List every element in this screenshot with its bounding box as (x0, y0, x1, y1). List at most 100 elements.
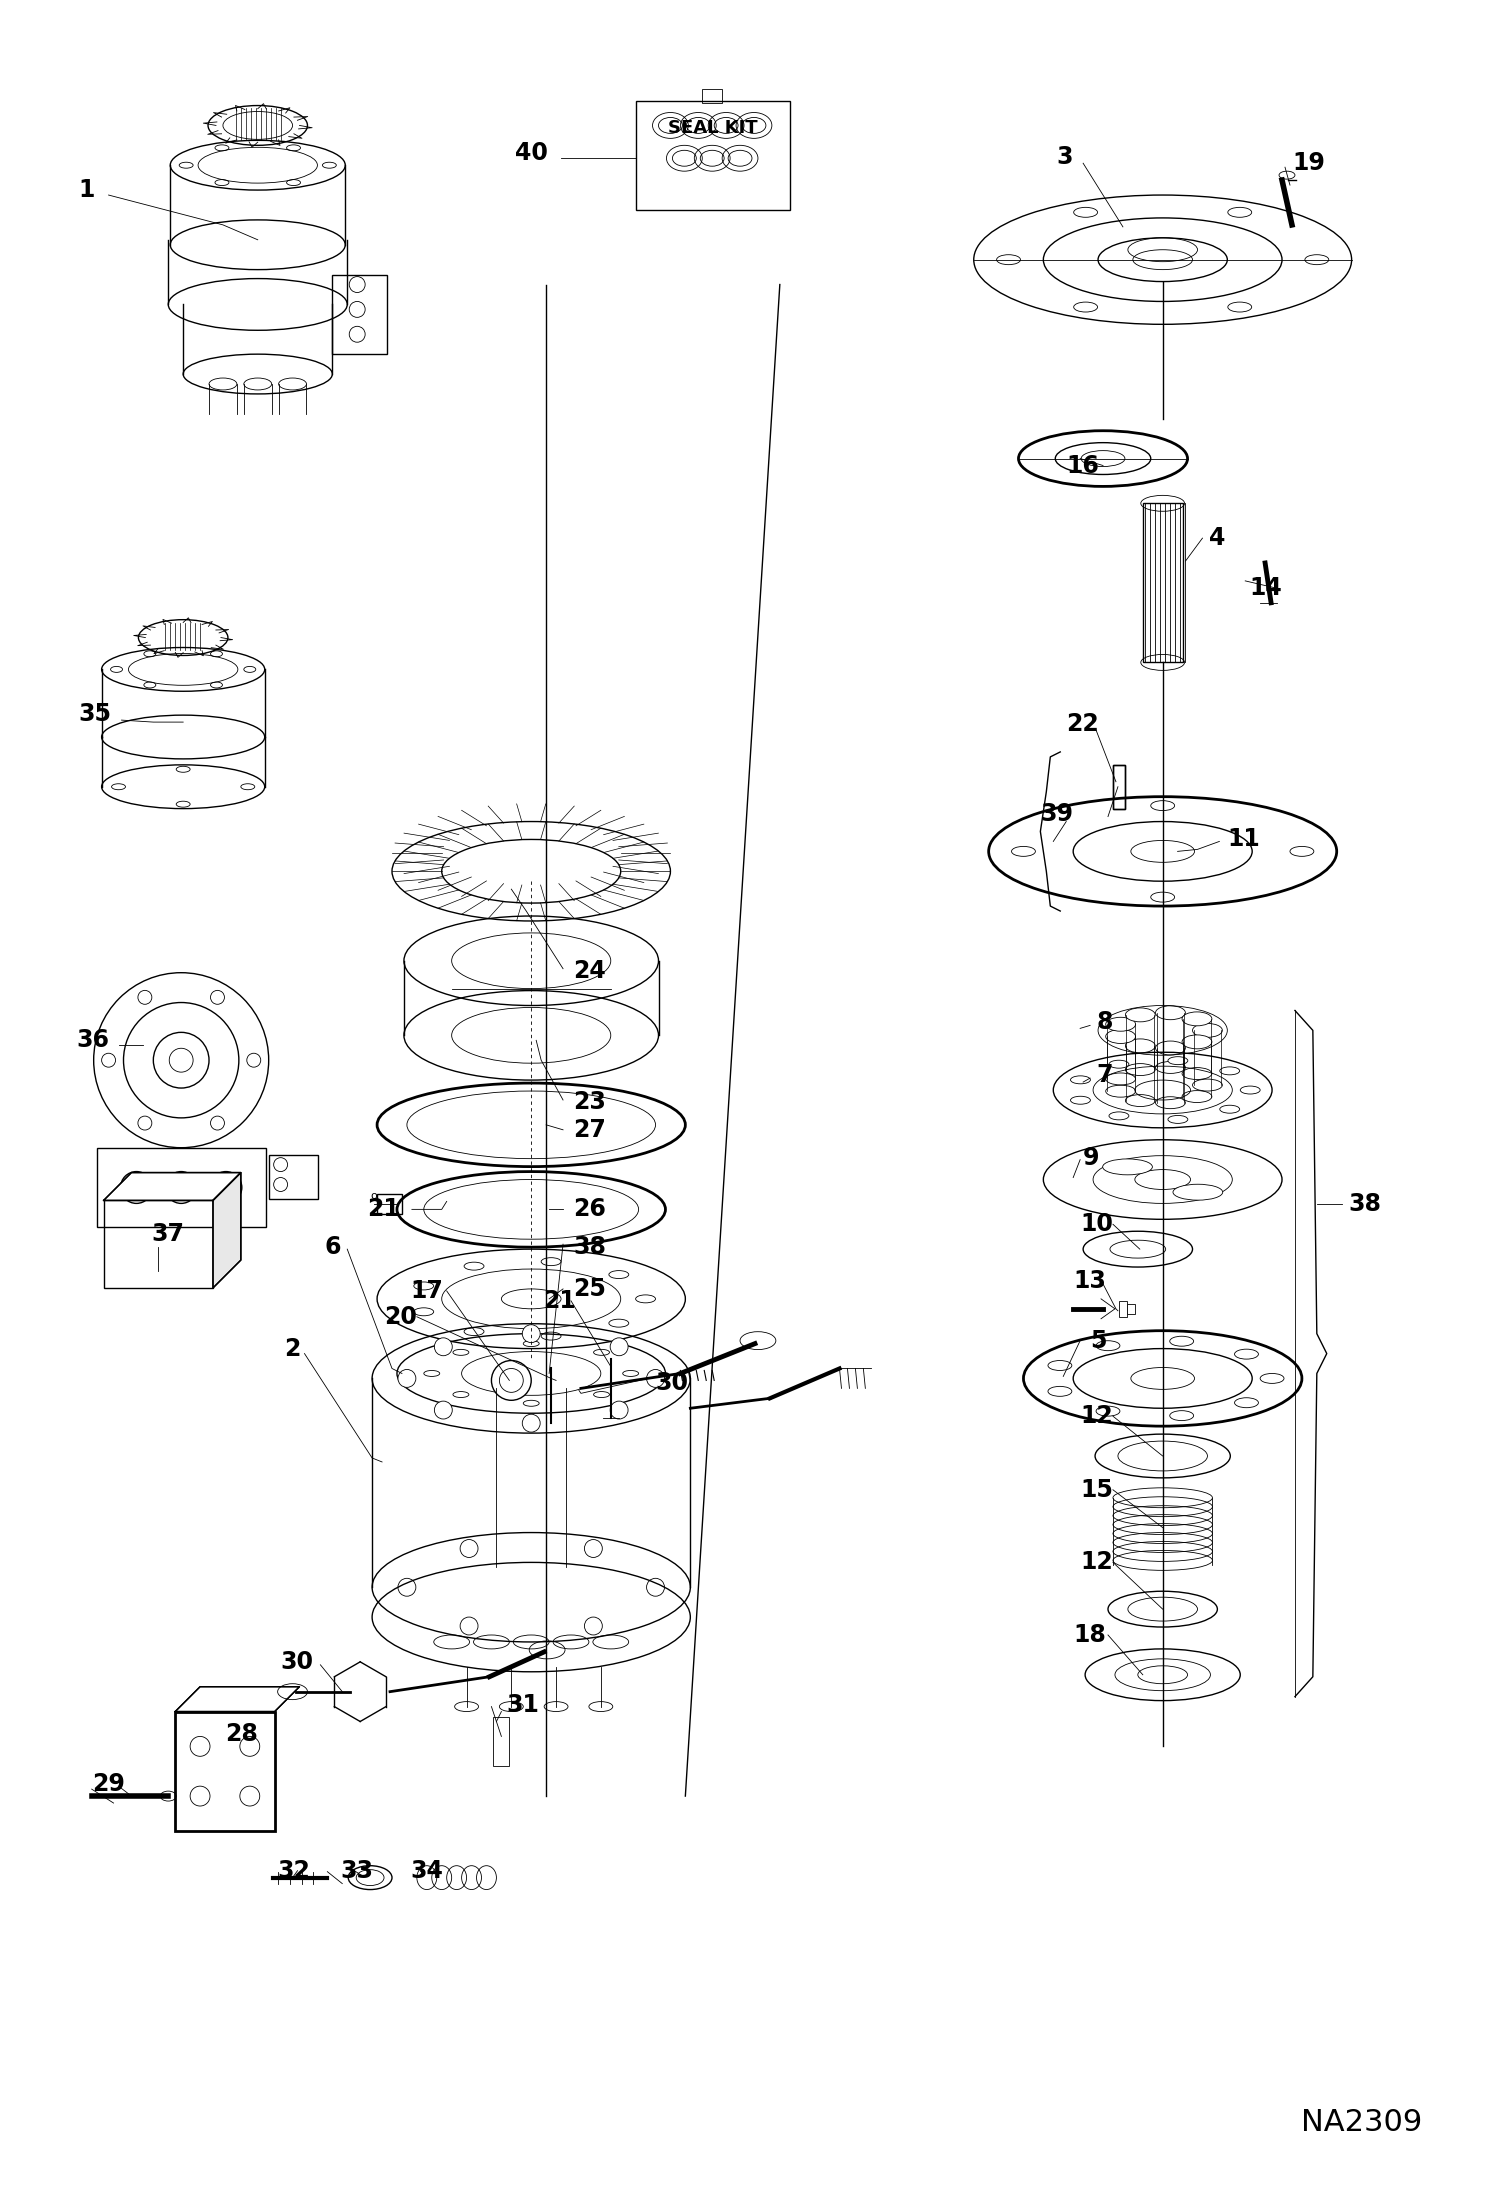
Circle shape (211, 991, 225, 1004)
Text: 26: 26 (572, 1197, 605, 1222)
Bar (268, 1156, 319, 1200)
Ellipse shape (1170, 1336, 1194, 1347)
Polygon shape (103, 1173, 241, 1200)
Circle shape (647, 1368, 665, 1388)
Polygon shape (175, 1686, 300, 1711)
Ellipse shape (1110, 1241, 1165, 1259)
Ellipse shape (1168, 1057, 1188, 1064)
Text: 11: 11 (1227, 827, 1260, 851)
Ellipse shape (1125, 1039, 1155, 1053)
Ellipse shape (464, 1263, 484, 1270)
Circle shape (460, 1616, 478, 1636)
Ellipse shape (1155, 1042, 1185, 1055)
Bar (1113, 765, 1125, 809)
Text: NA2309: NA2309 (1300, 2107, 1422, 2136)
Circle shape (491, 1360, 532, 1401)
Circle shape (434, 1338, 452, 1355)
Text: 21: 21 (367, 1197, 400, 1222)
Ellipse shape (1305, 254, 1329, 265)
Text: 38: 38 (1348, 1193, 1381, 1217)
Ellipse shape (357, 1871, 383, 1886)
Ellipse shape (1071, 1077, 1091, 1083)
Ellipse shape (541, 1331, 562, 1340)
Ellipse shape (1219, 1066, 1240, 1075)
Ellipse shape (1168, 1116, 1188, 1123)
Text: o: o (370, 1191, 377, 1202)
Text: 38: 38 (572, 1235, 607, 1259)
Ellipse shape (1260, 1373, 1284, 1384)
Circle shape (138, 1116, 151, 1129)
Ellipse shape (452, 1393, 469, 1397)
Text: 18: 18 (1073, 1623, 1106, 1647)
Circle shape (247, 1053, 261, 1068)
Ellipse shape (413, 1307, 434, 1316)
Text: 33: 33 (340, 1860, 373, 1882)
Ellipse shape (1049, 1360, 1073, 1371)
Ellipse shape (1234, 1397, 1258, 1408)
Circle shape (584, 1616, 602, 1636)
Ellipse shape (424, 1371, 440, 1377)
Text: 6: 6 (325, 1235, 342, 1259)
Text: 15: 15 (1080, 1478, 1113, 1502)
Ellipse shape (593, 1393, 610, 1397)
Bar (1126, 1305, 1135, 1314)
Text: 19: 19 (1291, 151, 1324, 175)
Text: 4: 4 (1209, 526, 1225, 550)
Ellipse shape (1182, 1011, 1212, 1026)
Circle shape (102, 1053, 115, 1068)
Text: 37: 37 (151, 1222, 184, 1246)
Ellipse shape (1150, 893, 1174, 901)
Ellipse shape (1125, 1009, 1155, 1022)
Ellipse shape (1150, 800, 1174, 811)
Ellipse shape (1290, 846, 1314, 855)
Circle shape (240, 1737, 259, 1757)
Text: 24: 24 (572, 958, 605, 982)
Ellipse shape (1228, 208, 1252, 217)
Circle shape (398, 1579, 416, 1597)
Text: SEAL KIT: SEAL KIT (668, 118, 758, 138)
Ellipse shape (1097, 1406, 1121, 1417)
Ellipse shape (1106, 1018, 1135, 1031)
Text: 13: 13 (1073, 1270, 1106, 1294)
Ellipse shape (623, 1371, 638, 1377)
Ellipse shape (464, 1327, 484, 1336)
Circle shape (138, 991, 151, 1004)
Bar (1113, 765, 1125, 809)
Ellipse shape (1074, 303, 1098, 311)
Text: 21: 21 (544, 1289, 575, 1314)
Ellipse shape (523, 1401, 539, 1406)
Circle shape (610, 1338, 628, 1355)
Ellipse shape (608, 1270, 629, 1279)
Bar (103, 1200, 213, 1287)
Ellipse shape (1170, 1410, 1194, 1421)
Circle shape (190, 1737, 210, 1757)
Bar (493, 1717, 509, 1765)
Text: 36: 36 (76, 1029, 109, 1053)
Text: 27: 27 (572, 1118, 605, 1143)
Text: 17: 17 (410, 1279, 443, 1303)
Ellipse shape (1011, 846, 1035, 855)
Text: 34: 34 (410, 1860, 443, 1882)
Text: 10: 10 (1080, 1213, 1113, 1237)
Text: 23: 23 (572, 1090, 605, 1114)
Ellipse shape (1074, 208, 1098, 217)
Ellipse shape (1192, 1024, 1222, 1037)
Ellipse shape (452, 1349, 469, 1355)
Text: 3: 3 (1056, 145, 1073, 169)
Text: 30: 30 (280, 1649, 313, 1673)
Ellipse shape (608, 1320, 629, 1327)
Ellipse shape (1219, 1105, 1240, 1114)
Bar (333, 274, 386, 353)
Text: 39: 39 (1041, 803, 1074, 825)
Ellipse shape (1106, 1029, 1135, 1044)
Ellipse shape (1118, 1441, 1207, 1472)
Bar (703, 88, 722, 103)
Circle shape (584, 1539, 602, 1557)
Text: 1: 1 (79, 178, 96, 202)
Text: 40: 40 (515, 140, 548, 164)
Text: 8: 8 (1097, 1011, 1113, 1035)
Ellipse shape (1115, 1658, 1210, 1691)
Text: 16: 16 (1067, 454, 1100, 478)
Text: 25: 25 (572, 1276, 605, 1300)
Text: 5: 5 (1091, 1329, 1107, 1353)
